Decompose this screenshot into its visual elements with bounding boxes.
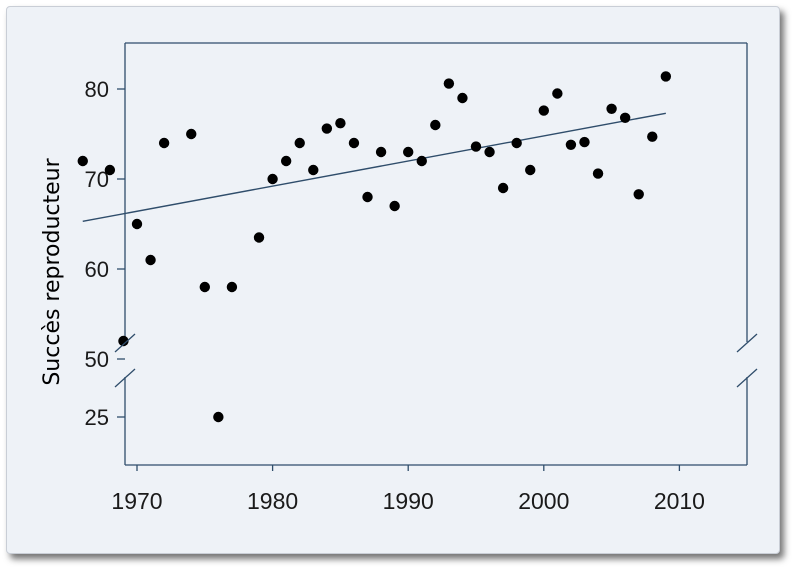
y-tick-label-50: 50 [85,347,109,372]
data-point-2002 [565,139,577,150]
break-mark-right-top [736,333,758,353]
y-axis-title: Succès reproducteur [40,157,65,385]
data-point-1976 [213,411,224,423]
data-point-1988 [375,146,387,158]
data-point-1969 [118,335,129,347]
data-point-1975 [199,281,210,293]
x-tick-label-1990: 1990 [383,488,434,514]
data-point-1991 [416,155,427,167]
trend-line [82,112,666,222]
data-point-1972 [158,137,170,149]
x-tick-label-2010: 2010 [654,488,705,514]
data-point-1968 [104,164,116,176]
data-point-1998 [511,137,522,149]
data-point-1990 [403,146,414,158]
y-tick-label-25: 25 [85,405,109,430]
x-tick-label-1970: 1970 [111,488,162,514]
data-point-1986 [348,137,360,149]
data-point-2008 [647,131,658,142]
y-tick-label-60: 60 [85,257,109,282]
data-point-2001 [552,88,563,99]
data-point-1997 [497,182,509,194]
data-point-1982 [294,137,305,149]
data-point-1971 [145,254,156,266]
data-point-1994 [457,92,468,104]
data-point-1993 [443,78,455,89]
data-point-2009 [660,71,672,82]
data-point-2005 [606,103,617,115]
data-point-2004 [592,168,604,179]
data-point-2006 [619,112,631,124]
data-point-1983 [308,164,319,176]
data-point-1989 [389,200,400,212]
data-point-1977 [226,281,238,293]
data-point-1992 [430,119,441,131]
data-point-1985 [335,118,346,129]
data-point-1995 [470,141,482,152]
data-point-1981 [280,155,292,167]
x-tick-label-2000: 2000 [518,488,569,514]
data-points [77,71,672,423]
trend-line-group [82,112,666,222]
data-point-1979 [253,232,265,243]
break-mark-left-bottom [114,368,136,388]
break-mark-right-bottom [736,368,758,388]
data-point-1966 [77,155,88,167]
data-point-1974 [186,128,197,140]
data-point-1980 [267,173,278,185]
data-point-1996 [484,146,495,158]
data-point-2000 [538,105,549,116]
break-mark-left-top [114,333,136,353]
data-point-2003 [579,136,590,148]
data-point-1999 [525,164,536,176]
axes [124,42,748,466]
data-point-1987 [362,191,373,203]
axis-break-marks [114,333,758,388]
data-point-1970 [131,218,143,230]
data-point-2007 [633,189,644,200]
data-point-1984 [321,123,333,134]
y-tick-label-80: 80 [85,77,109,102]
chart-frame: 25 50 60 70 80 1970 1980 1990 2000 2010 Succès re… [6,6,780,554]
x-tick-label-1980: 1980 [247,488,298,514]
